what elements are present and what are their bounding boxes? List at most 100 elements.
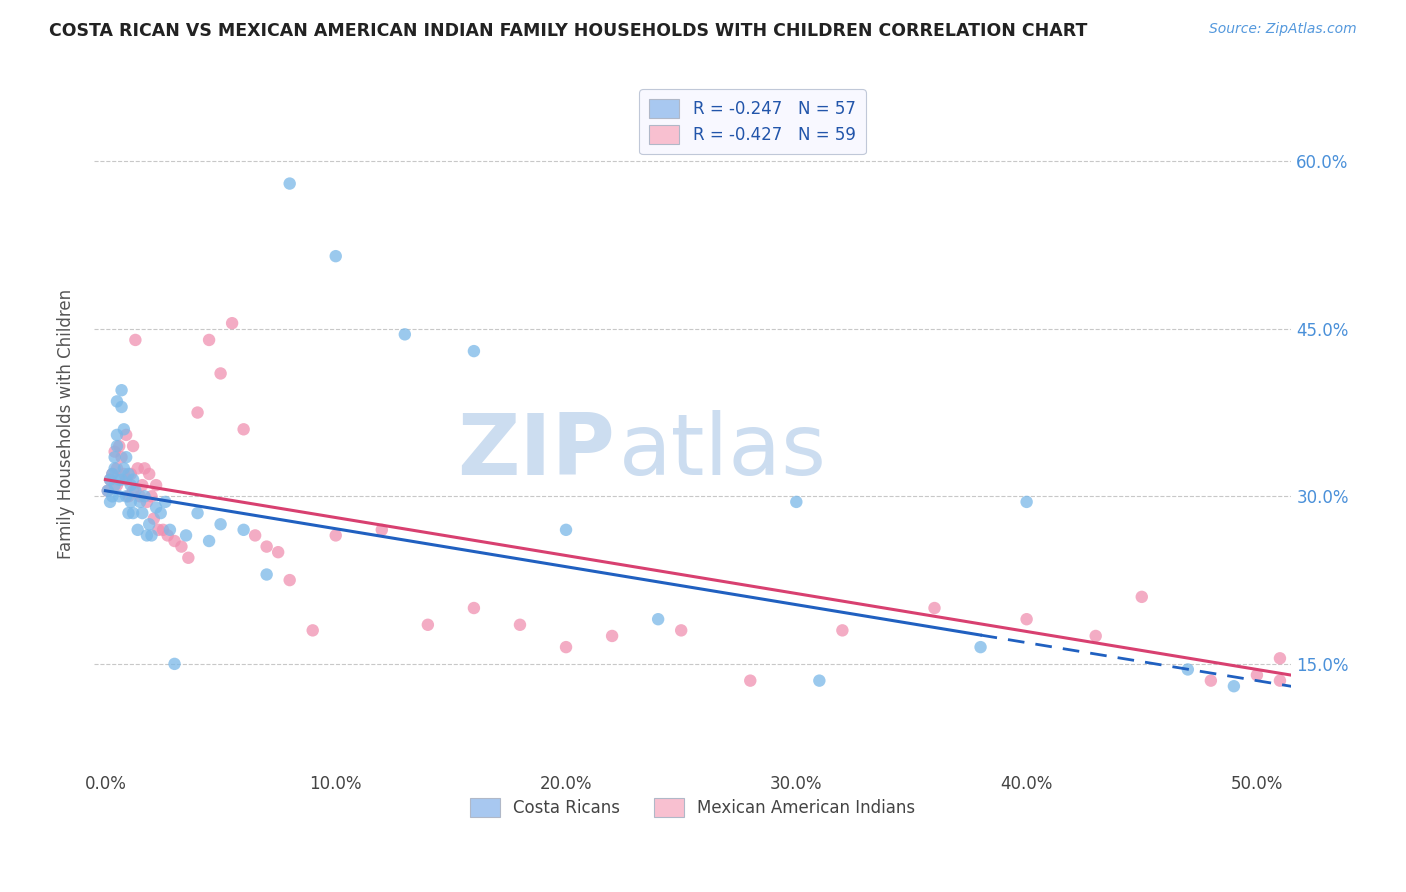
Point: [325, 528, 347, 542]
Point: [221, 316, 243, 330]
Point: [924, 601, 946, 615]
Text: COSTA RICAN VS MEXICAN AMERICAN INDIAN FAMILY HOUSEHOLDS WITH CHILDREN CORRELATI: COSTA RICAN VS MEXICAN AMERICAN INDIAN F…: [49, 22, 1088, 40]
Point: [1223, 679, 1246, 693]
Text: atlas: atlas: [619, 410, 827, 493]
Point: [122, 439, 145, 453]
Point: [1015, 495, 1038, 509]
Point: [135, 495, 157, 509]
Text: ZIP: ZIP: [457, 410, 614, 493]
Point: [138, 517, 160, 532]
Legend: Costa Ricans, Mexican American Indians: Costa Ricans, Mexican American Indians: [464, 791, 922, 824]
Point: [808, 673, 831, 688]
Point: [112, 422, 135, 436]
Point: [174, 528, 197, 542]
Point: [463, 601, 485, 615]
Point: [112, 461, 135, 475]
Point: [267, 545, 290, 559]
Point: [104, 444, 127, 458]
Point: [170, 540, 193, 554]
Point: [105, 461, 128, 475]
Point: [97, 483, 120, 498]
Point: [416, 617, 439, 632]
Point: [1177, 663, 1199, 677]
Point: [112, 467, 135, 481]
Point: [969, 640, 991, 654]
Point: [131, 478, 153, 492]
Point: [159, 523, 181, 537]
Point: [120, 478, 142, 492]
Point: [232, 523, 254, 537]
Point: [198, 333, 221, 347]
Point: [110, 473, 132, 487]
Point: [209, 367, 232, 381]
Point: [127, 461, 149, 475]
Point: [831, 624, 853, 638]
Point: [149, 506, 172, 520]
Point: [110, 383, 132, 397]
Point: [105, 439, 128, 453]
Point: [105, 478, 128, 492]
Point: [669, 624, 692, 638]
Point: [115, 428, 138, 442]
Point: [120, 467, 142, 481]
Point: [117, 467, 139, 481]
Point: [256, 540, 278, 554]
Point: [209, 517, 232, 532]
Point: [156, 528, 179, 542]
Point: [134, 461, 156, 475]
Point: [509, 617, 531, 632]
Point: [740, 673, 762, 688]
Point: [105, 394, 128, 409]
Point: [145, 500, 167, 515]
Point: [1130, 590, 1153, 604]
Point: [98, 473, 121, 487]
Point: [187, 405, 209, 419]
Point: [371, 523, 394, 537]
Point: [141, 489, 163, 503]
Point: [1199, 673, 1222, 688]
Point: [98, 495, 121, 509]
Point: [1084, 629, 1107, 643]
Point: [138, 467, 160, 481]
Point: [115, 450, 138, 465]
Point: [163, 657, 186, 671]
Point: [104, 478, 127, 492]
Text: Source: ZipAtlas.com: Source: ZipAtlas.com: [1209, 22, 1357, 37]
Point: [555, 640, 578, 654]
Point: [117, 489, 139, 503]
Point: [117, 506, 139, 520]
Point: [129, 495, 152, 509]
Point: [110, 400, 132, 414]
Point: [101, 489, 124, 503]
Point: [148, 523, 170, 537]
Point: [110, 450, 132, 465]
Point: [600, 629, 623, 643]
Point: [325, 249, 347, 263]
Point: [243, 528, 266, 542]
Point: [1015, 612, 1038, 626]
Point: [101, 467, 124, 481]
Point: [108, 439, 131, 453]
Point: [104, 461, 127, 475]
Point: [555, 523, 578, 537]
Point: [105, 428, 128, 442]
Point: [108, 489, 131, 503]
Point: [177, 550, 200, 565]
Point: [145, 478, 167, 492]
Y-axis label: Family Households with Children: Family Households with Children: [58, 289, 75, 558]
Point: [120, 495, 142, 509]
Point: [278, 177, 301, 191]
Point: [115, 473, 138, 487]
Point: [98, 473, 121, 487]
Point: [1268, 673, 1291, 688]
Point: [122, 473, 145, 487]
Point: [142, 511, 165, 525]
Point: [785, 495, 807, 509]
Point: [163, 534, 186, 549]
Point: [122, 483, 145, 498]
Point: [301, 624, 323, 638]
Point: [135, 528, 157, 542]
Point: [152, 523, 174, 537]
Point: [104, 450, 127, 465]
Point: [278, 573, 301, 587]
